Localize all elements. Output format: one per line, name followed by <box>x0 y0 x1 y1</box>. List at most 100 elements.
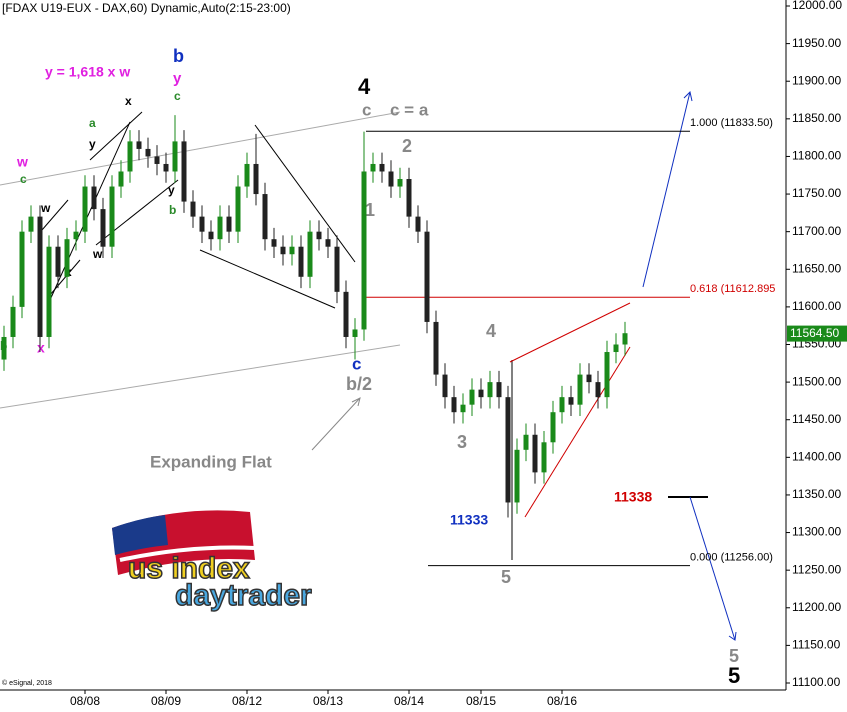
annotation: a <box>89 116 96 130</box>
fib-label: 0.618 (11612.895 <box>690 283 775 295</box>
candle-body <box>442 374 448 398</box>
candle-body <box>469 389 475 405</box>
annotation: w <box>40 201 51 215</box>
candle-body <box>361 171 367 330</box>
annotation: y = 1,618 x w <box>45 64 130 80</box>
candle-body <box>145 148 151 157</box>
x-tick-label: 08/14 <box>394 694 424 708</box>
annotation: w <box>92 247 103 261</box>
candle-body <box>613 344 619 353</box>
x-tick-label: 08/13 <box>313 694 343 708</box>
annotation: w <box>16 154 28 170</box>
candle-body <box>64 239 70 277</box>
annotation: 4 <box>486 321 496 341</box>
candle-body <box>523 434 529 450</box>
annotation: c <box>174 89 181 103</box>
annotation: 2 <box>402 136 412 156</box>
candle-body <box>568 397 574 405</box>
candle-body <box>208 231 214 240</box>
candle-body <box>19 231 25 307</box>
candle-body <box>199 216 205 232</box>
last-price-box <box>787 325 847 342</box>
candle-body <box>487 382 493 398</box>
candle-body <box>73 231 79 240</box>
candle-body <box>298 246 304 277</box>
candle-body <box>370 163 376 172</box>
y-tick-label: 11450.00 <box>792 412 841 426</box>
annotation: 5 <box>729 646 739 666</box>
candle-body <box>118 171 124 187</box>
annotation: y <box>89 137 96 151</box>
last-price-label: 11564.50 <box>790 326 839 340</box>
trend-lines <box>0 91 737 641</box>
y-tick-label: 11950.00 <box>792 36 841 50</box>
candle-body <box>163 163 169 172</box>
candle-body <box>406 179 412 217</box>
x-tick-label: 08/15 <box>466 694 496 708</box>
logo-text: daytrader <box>175 579 312 612</box>
candle-body <box>181 141 187 202</box>
candle-body <box>343 291 349 337</box>
y-tick-label: 12000.00 <box>792 0 842 12</box>
annotation: y <box>173 70 182 87</box>
candle-body <box>415 216 421 232</box>
y-tick-label: 11400.00 <box>792 450 841 464</box>
annotation: b <box>173 46 184 66</box>
candle-body <box>280 246 286 255</box>
candle-body <box>586 374 592 383</box>
annotation: x <box>125 94 132 108</box>
candle-body <box>262 194 268 240</box>
fib-label: 1.000 (11833.50) <box>690 117 773 129</box>
candle-body <box>289 246 295 255</box>
y-tick-label: 11350.00 <box>792 487 841 501</box>
annotation: c <box>362 100 371 119</box>
annotations: y = 1,618 x w b y c 4 c c = a 2 1 c b/2 … <box>0 46 740 688</box>
candle-body <box>253 163 259 195</box>
y-tick-label: 11100.00 <box>792 675 841 689</box>
candle-body <box>235 186 241 232</box>
candle-body <box>541 442 547 473</box>
candle-body <box>379 163 385 172</box>
candle-body <box>505 397 511 503</box>
candle-body <box>154 156 160 164</box>
annotation: 11338 <box>614 489 652 505</box>
candle-body <box>37 216 43 337</box>
annotation: 1 <box>365 200 375 220</box>
logo: us index daytrader <box>112 510 313 613</box>
annotation: b <box>169 203 176 217</box>
y-tick-label: 11650.00 <box>792 261 841 275</box>
annotation: 3 <box>457 432 467 452</box>
x-tick-label: 08/12 <box>232 694 262 708</box>
candle-body <box>46 246 52 337</box>
x-tick-label: 08/09 <box>151 694 181 708</box>
x-tick-label: 08/16 <box>547 694 577 708</box>
candle-body <box>82 186 88 232</box>
candle-body <box>424 231 430 322</box>
y-tick-label: 11300.00 <box>792 525 841 539</box>
y-tick-label: 11700.00 <box>792 224 841 238</box>
candle-body <box>397 179 403 187</box>
candle-body <box>271 239 277 247</box>
y-tick-label: 11800.00 <box>792 149 841 163</box>
candle-body <box>190 201 196 217</box>
annotation: x <box>37 340 45 356</box>
annotation: c <box>20 172 27 186</box>
y-tick-label: 11900.00 <box>792 73 841 87</box>
y-tick-label: 11200.00 <box>792 600 841 614</box>
candle-body <box>604 352 610 398</box>
candle-body <box>478 389 484 398</box>
annotation: 5 <box>728 663 740 688</box>
candle-body <box>172 141 178 172</box>
annotation: © eSignal, 2018 <box>2 679 52 687</box>
annotation: Expanding Flat <box>150 452 272 471</box>
candle-body <box>514 449 520 503</box>
annotation: 4 <box>358 74 371 99</box>
candle-body <box>28 216 34 232</box>
candle-body <box>100 209 106 247</box>
candle-body <box>550 412 556 443</box>
y-tick-label: 11850.00 <box>792 111 841 125</box>
annotation: y <box>168 183 175 197</box>
candle-body <box>622 333 628 345</box>
y-tick-label: 11250.00 <box>792 562 841 576</box>
